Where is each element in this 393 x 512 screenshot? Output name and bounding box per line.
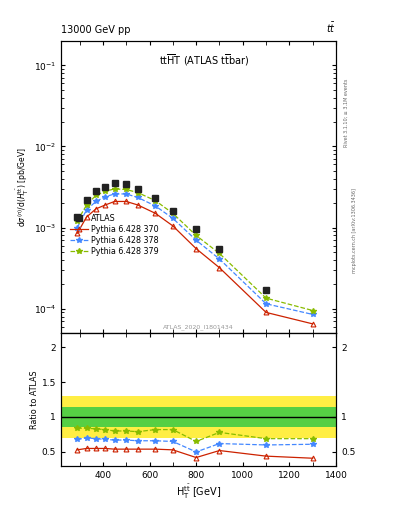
Legend: ATLAS, Pythia 6.428 370, Pythia 6.428 378, Pythia 6.428 379: ATLAS, Pythia 6.428 370, Pythia 6.428 37… (70, 214, 159, 256)
X-axis label: H$_{\rm T}^{\rm t\bar{t}}$ [GeV]: H$_{\rm T}^{\rm t\bar{t}}$ [GeV] (176, 482, 221, 501)
Bar (61, 396, 336, 438)
Text: mcplots.cern.ch [arXiv:1306.3436]: mcplots.cern.ch [arXiv:1306.3436] (352, 188, 357, 273)
Text: Rivet 3.1.10; ≥ 3.1M events: Rivet 3.1.10; ≥ 3.1M events (344, 78, 349, 147)
Text: $t\bar{t}$: $t\bar{t}$ (326, 21, 336, 35)
Text: 13000 GeV pp: 13000 GeV pp (61, 25, 130, 35)
Text: ATLAS_2020_I1801434: ATLAS_2020_I1801434 (163, 325, 234, 330)
Text: tt$\overline{\rm H}$T (ATLAS t$\overline{\rm t}$bar): tt$\overline{\rm H}$T (ATLAS t$\overline… (159, 53, 249, 68)
Y-axis label: Ratio to ATLAS: Ratio to ATLAS (30, 370, 39, 429)
Y-axis label: d$\sigma^{(n)}$/d($H_{\rm T}^{\rm t\bar{t}}$) [pb/GeV]: d$\sigma^{(n)}$/d($H_{\rm T}^{\rm t\bar{… (15, 147, 31, 227)
Bar (61, 407, 336, 428)
